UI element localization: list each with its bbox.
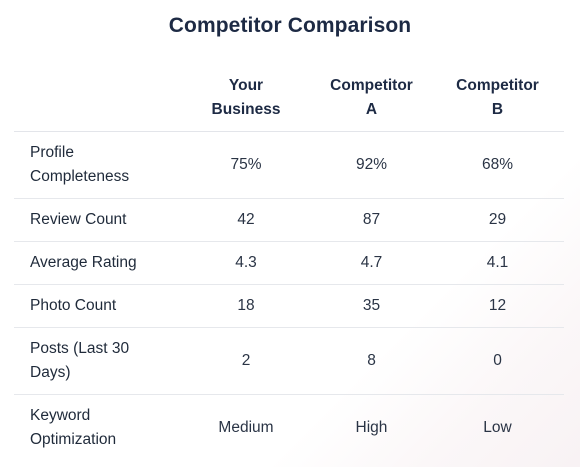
row-label: Photo Count [14, 284, 180, 328]
header-line: B [491, 101, 504, 118]
table-row: Posts (Last 30 Days) 2 8 0 [14, 327, 564, 395]
header-line: Competitor [456, 77, 539, 94]
row-label-line: Days) [30, 364, 71, 381]
header-your-business: Your Business [180, 74, 312, 132]
table-row: Profile Completeness 75% 92% 68% [14, 131, 564, 199]
header-line: Your [228, 77, 264, 94]
header-metric [14, 74, 180, 132]
cell-your-business: 4.3 [180, 241, 312, 285]
table-row: Photo Count 18 35 12 [14, 284, 564, 328]
cell-competitor-a: 92% [312, 131, 431, 199]
table-header-row: Your Business Competitor A Competitor B [14, 74, 564, 132]
cell-competitor-b: 4.1 [431, 241, 564, 285]
cell-your-business: 42 [180, 198, 312, 242]
cell-competitor-b: 0 [431, 327, 564, 395]
header-line: A [365, 101, 378, 118]
cell-your-business: 2 [180, 327, 312, 395]
cell-competitor-b: 12 [431, 284, 564, 328]
header-competitor-b: Competitor B [431, 74, 564, 132]
row-label: Profile Completeness [14, 131, 180, 199]
row-label-line: Posts (Last 30 [30, 340, 130, 357]
cell-competitor-a: 8 [312, 327, 431, 395]
page-title: Competitor Comparison [168, 14, 412, 37]
row-label-line: Profile [30, 144, 74, 161]
cell-competitor-a: 4.7 [312, 241, 431, 285]
header-line: Business [211, 101, 281, 118]
cell-your-business: Medium [218, 419, 274, 436]
cell-competitor-b: 29 [431, 198, 564, 242]
row-label-line: Completeness [30, 168, 130, 185]
table-row: Average Rating 4.3 4.7 4.1 [14, 241, 564, 285]
row-label: Review Count [14, 198, 180, 242]
cell-your-business: 18 [180, 284, 312, 328]
comparison-table: Your Business Competitor A Competitor B … [14, 74, 564, 461]
row-label: Keyword Optimization [14, 395, 180, 462]
row-label-line: Keyword [30, 407, 91, 424]
table-row: Keyword Optimization Medium High Low [14, 395, 564, 462]
cell-competitor-a: High [355, 419, 388, 436]
row-label-line: Optimization [30, 431, 117, 448]
cell-competitor-a: 87 [312, 198, 431, 242]
table-row: Review Count 42 87 29 [14, 198, 564, 242]
cell-competitor-a: 35 [312, 284, 431, 328]
header-line: Competitor [330, 77, 413, 94]
row-label: Posts (Last 30 Days) [14, 327, 180, 395]
header-competitor-a: Competitor A [312, 74, 431, 132]
cell-your-business: 75% [180, 131, 312, 199]
row-label: Average Rating [14, 241, 180, 285]
cell-competitor-b: Low [483, 419, 512, 436]
cell-competitor-b: 68% [431, 131, 564, 199]
